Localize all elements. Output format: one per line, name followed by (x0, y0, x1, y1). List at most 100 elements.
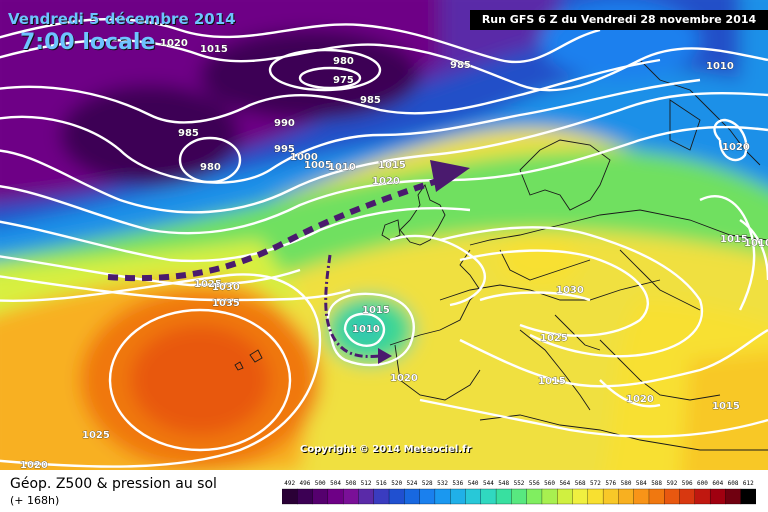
scale-label: 560 (544, 480, 555, 487)
color-scale-legend: 492 496 500 504 508 512 516 520 524 528 532 536 540 5… (282, 480, 756, 505)
isobar-label: 1025 (82, 430, 110, 441)
scale-label: 536 (452, 480, 463, 487)
scale-swatch (709, 488, 726, 505)
scale-label: 604 (712, 480, 723, 487)
scale-label: 528 (422, 480, 433, 487)
scale-swatch (725, 488, 742, 505)
scale-label: 544 (483, 480, 494, 487)
scale-swatch (664, 488, 681, 505)
scale-label: 600 (697, 480, 708, 487)
scale-swatch (679, 488, 696, 505)
isobar-label: 1025 (194, 279, 222, 290)
isobar-label: 980 (333, 56, 354, 67)
scale-swatch (373, 488, 390, 505)
pressure-map: 1020 1015 980 975 985 985 1010 985 990 9… (0, 0, 768, 470)
scale-label: 520 (391, 480, 402, 487)
isobar-label: 1015 (362, 305, 390, 316)
scale-label: 500 (315, 480, 326, 487)
scale-swatch (327, 488, 344, 505)
isobar-label: 1015 (538, 376, 566, 387)
scale-swatch (557, 488, 573, 505)
scale-label: 504 (330, 480, 341, 487)
scale-swatch (511, 488, 528, 505)
scale-swatch (602, 488, 619, 505)
forecast-time: 7:00 locale (20, 30, 156, 55)
scale-swatch (343, 488, 359, 505)
isobar-label: 990 (274, 118, 295, 129)
scale-label: 532 (437, 480, 448, 487)
scale-swatch (465, 488, 482, 505)
scale-swatch (282, 488, 298, 505)
scale-swatch (450, 488, 466, 505)
scale-swatch (297, 488, 314, 505)
isobar-label: 1005 (304, 160, 332, 171)
scale-label: 564 (559, 480, 570, 487)
isobar-label: 1000 (290, 152, 318, 163)
forecast-lead-time: (+ 168h) (10, 494, 60, 507)
map-parameter-title: Géop. Z500 & pression au sol (10, 476, 217, 492)
color-scale-swatches (282, 488, 756, 505)
scale-swatch (541, 488, 558, 505)
isobar-label: 1020 (626, 394, 654, 405)
scale-label: 592 (666, 480, 677, 487)
isobar-label: 1030 (212, 282, 240, 293)
isobar-labels: 1020 1015 980 975 985 985 1010 985 990 9… (20, 38, 768, 470)
scale-label: 596 (682, 480, 693, 487)
isobar-lines (0, 17, 768, 468)
scale-swatch (587, 488, 604, 505)
forecast-date: Vendredi 5 décembre 2014 (8, 10, 236, 28)
scale-swatch (388, 488, 405, 505)
scale-swatch (312, 488, 329, 505)
isobar-label: 1030 (556, 285, 584, 296)
isobar-label: 1020 (20, 460, 48, 470)
color-scale-labels: 492 496 500 504 508 512 516 520 524 528 532 536 540 5… (284, 480, 754, 487)
scale-swatch (526, 488, 543, 505)
scale-label: 608 (728, 480, 739, 487)
isobar-label: 1010 (352, 324, 380, 335)
isobar-label: 1025 (540, 333, 568, 344)
isobar-label: 1015 (200, 44, 228, 55)
scale-label: 588 (651, 480, 662, 487)
scale-swatch (648, 488, 665, 505)
isobar-label: 1020 (160, 38, 188, 49)
scale-swatch (694, 488, 711, 505)
cutoff-low-arrow (324, 254, 392, 364)
isobar-label: 980 (200, 162, 221, 173)
scale-label: 516 (376, 480, 387, 487)
isobar-label: 1010 (706, 61, 734, 72)
scale-swatch (404, 488, 421, 505)
scale-label: 584 (636, 480, 647, 487)
scale-label: 548 (498, 480, 509, 487)
scale-swatch (740, 488, 756, 505)
scale-swatch (480, 488, 497, 505)
scale-swatch (572, 488, 589, 505)
scale-label: 524 (407, 480, 418, 487)
scale-swatch (495, 488, 512, 505)
scale-label: 556 (529, 480, 540, 487)
scale-label: 512 (361, 480, 372, 487)
scale-label: 576 (605, 480, 616, 487)
scale-swatch (358, 488, 375, 505)
isobar-label: 995 (274, 144, 295, 155)
scale-label: 496 (300, 480, 311, 487)
scale-swatch (633, 488, 650, 505)
scale-label: 568 (575, 480, 586, 487)
scale-label: 492 (284, 480, 295, 487)
scale-swatch (419, 488, 436, 505)
scale-label: 612 (743, 480, 754, 487)
scale-label: 540 (468, 480, 479, 487)
isobar-label: 1010 (744, 238, 768, 249)
isobar-label: 1015 (720, 234, 748, 245)
isobar-label: 1015 (378, 160, 406, 171)
isobar-label: 1020 (722, 142, 750, 153)
scale-label: 508 (345, 480, 356, 487)
isobar-label: 985 (360, 95, 381, 106)
jet-stream-arrow (107, 160, 470, 282)
scale-label: 552 (514, 480, 525, 487)
isobar-label: 1015 (712, 401, 740, 412)
isobar-label: 1020 (372, 176, 400, 187)
scale-swatch (618, 488, 635, 505)
isobar-label: 1020 (390, 373, 418, 384)
isobar-label: 975 (333, 75, 354, 86)
scale-swatch (434, 488, 451, 505)
